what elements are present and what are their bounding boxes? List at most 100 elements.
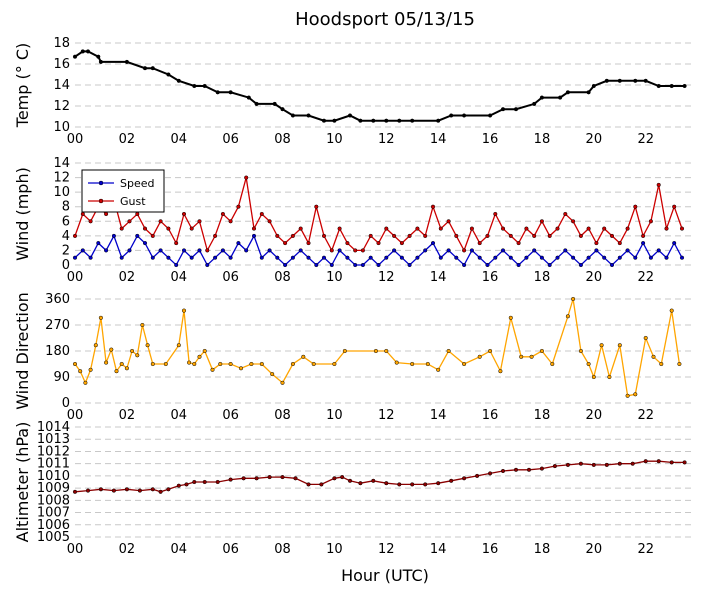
x-tick-label: 00 — [67, 270, 84, 285]
x-tick-label: 20 — [586, 542, 603, 557]
data-point — [210, 367, 215, 372]
data-point — [192, 83, 197, 89]
data-point — [565, 462, 570, 467]
data-point — [547, 233, 552, 238]
data-point — [119, 226, 124, 231]
data-point — [371, 118, 376, 123]
data-point — [72, 233, 78, 238]
legend-marker — [98, 198, 104, 204]
data-point — [251, 226, 257, 231]
data-point — [135, 233, 140, 238]
data-point — [202, 348, 207, 354]
x-tick-label: 00 — [67, 542, 84, 557]
y-tick-label: 8 — [62, 200, 70, 215]
data-point — [272, 101, 277, 106]
legend-marker — [98, 180, 104, 186]
x-tick-label: 22 — [637, 132, 654, 147]
data-point — [174, 262, 179, 268]
data-point — [181, 308, 187, 313]
y-tick-label: 1007 — [37, 506, 70, 521]
data-point — [532, 101, 537, 106]
data-point — [617, 78, 622, 83]
x-tick-label: 14 — [430, 542, 447, 557]
data-point — [166, 255, 171, 260]
data-point — [124, 366, 129, 371]
data-point — [643, 335, 648, 341]
data-point — [96, 241, 101, 246]
data-point — [555, 226, 560, 231]
data-point — [174, 241, 179, 246]
data-point — [586, 361, 591, 367]
data-point — [578, 348, 583, 354]
data-point — [532, 248, 537, 253]
data-point — [625, 226, 630, 231]
data-point — [410, 118, 415, 123]
y-tick-label: 18 — [53, 36, 70, 51]
data-point — [329, 248, 334, 253]
x-tick-label: 04 — [170, 132, 187, 147]
data-point — [651, 354, 656, 359]
data-point — [251, 233, 257, 238]
data-point — [436, 367, 441, 372]
x-tick-label: 08 — [274, 542, 291, 557]
x-tick-label: 02 — [119, 408, 136, 423]
x-tick-label: 06 — [222, 408, 239, 423]
data-point — [205, 262, 210, 268]
data-point — [625, 393, 630, 398]
data-point — [376, 262, 381, 268]
data-point — [259, 255, 264, 260]
data-point — [259, 361, 264, 367]
data-point — [347, 478, 353, 483]
legend-label: Gust — [120, 195, 146, 208]
data-point — [446, 348, 451, 354]
data-point — [586, 226, 591, 231]
data-point — [321, 255, 327, 260]
data-point — [602, 255, 607, 260]
data-point — [249, 361, 254, 367]
data-point — [630, 461, 635, 466]
data-point — [500, 107, 506, 112]
data-point — [656, 248, 661, 253]
data-point — [244, 248, 249, 253]
data-point — [124, 487, 129, 492]
data-point — [80, 211, 85, 217]
data-point — [571, 255, 576, 260]
data-point — [392, 248, 397, 253]
data-point — [563, 248, 568, 253]
data-point — [532, 233, 537, 238]
data-point — [337, 248, 342, 253]
data-point — [513, 467, 519, 472]
data-point — [228, 90, 233, 95]
data-point — [508, 315, 513, 320]
y-tick-label: 90 — [53, 370, 70, 385]
data-point — [238, 366, 244, 371]
data-point — [72, 54, 78, 59]
data-point — [446, 248, 451, 253]
data-point — [438, 255, 443, 260]
data-point — [353, 262, 358, 268]
data-point — [213, 233, 218, 238]
data-point — [189, 226, 194, 231]
data-point — [586, 255, 591, 260]
y-tick-label: 14 — [53, 156, 70, 171]
data-point — [150, 361, 155, 367]
data-point — [267, 219, 272, 224]
data-point — [166, 487, 171, 492]
y-tick-label: 1009 — [37, 481, 70, 496]
legend-box — [81, 169, 165, 213]
data-point — [88, 255, 93, 260]
chart-title: Hoodsport 05/13/15 — [295, 9, 475, 30]
data-point — [358, 481, 363, 486]
data-point — [301, 354, 306, 359]
data-point — [80, 49, 85, 54]
x-tick-label: 14 — [430, 408, 447, 423]
y-tick-label: 16 — [53, 57, 70, 72]
data-point — [246, 95, 251, 100]
data-point — [368, 233, 373, 238]
y-tick-label: 12 — [53, 99, 70, 114]
data-point — [547, 262, 552, 268]
data-point — [397, 482, 402, 487]
y-tick-label: 14 — [53, 78, 70, 93]
data-point — [259, 211, 264, 217]
